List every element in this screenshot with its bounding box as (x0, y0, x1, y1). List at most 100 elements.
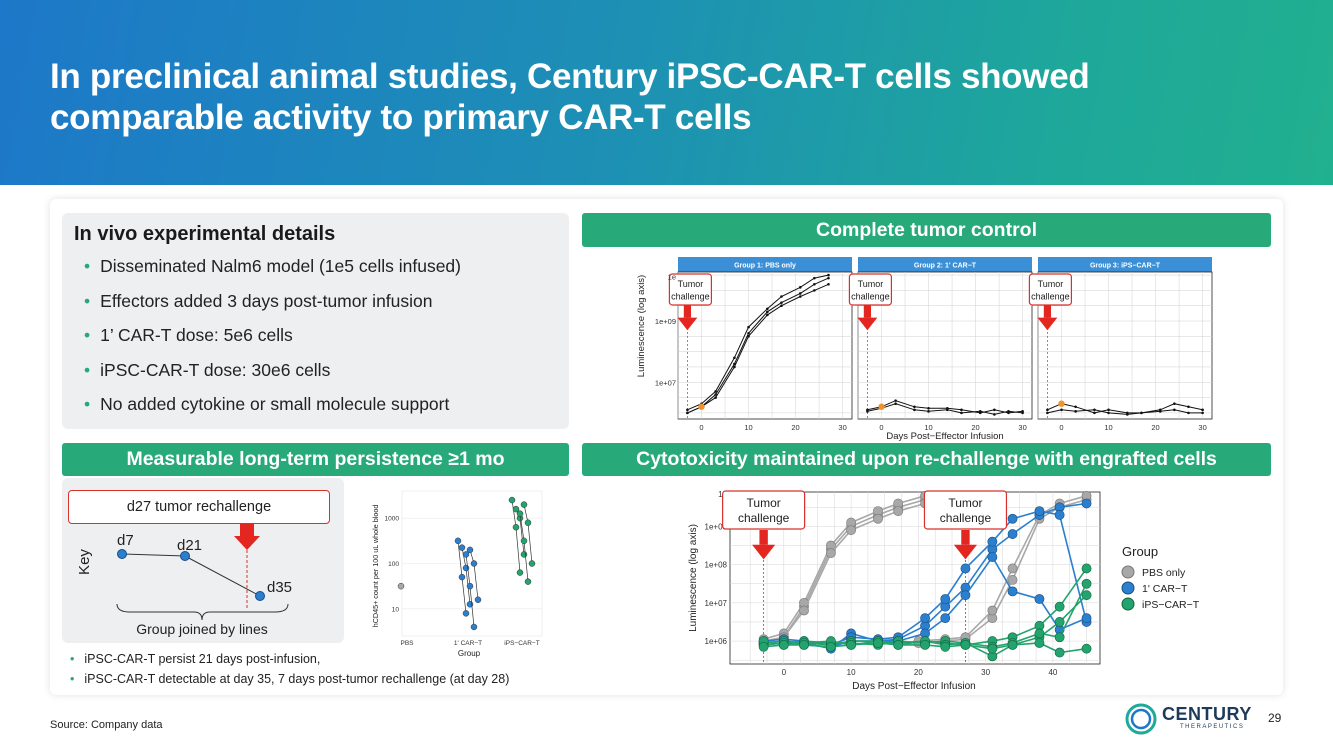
data-point (1007, 575, 1018, 585)
x-tick-label: 30 (1018, 423, 1026, 432)
data-point (1081, 578, 1092, 589)
data-point (1060, 408, 1063, 412)
label-d21: d21 (177, 537, 202, 554)
data-point (987, 536, 998, 547)
data-point (873, 638, 883, 648)
data-point (470, 560, 478, 567)
challenge-arrowhead (953, 544, 978, 560)
data-point (1173, 402, 1176, 405)
y-tick-label: 1e (668, 273, 676, 282)
x-tick-label: 20 (1151, 423, 1159, 432)
challenge-arrow-icon (1043, 305, 1052, 318)
data-point (1054, 647, 1065, 658)
data-point (758, 641, 769, 652)
tumor-challenge-callout (923, 490, 1008, 530)
x-tick-label: 40 (1048, 668, 1057, 677)
data-point (993, 413, 996, 416)
x-tick-label: iPS−CAR−T (504, 640, 539, 647)
data-point (813, 282, 816, 286)
data-point (1107, 408, 1110, 412)
tumor-challenge-label-line1: Tumor (858, 279, 884, 289)
data-point (827, 276, 830, 280)
data-point (780, 295, 783, 298)
data-point (978, 410, 982, 413)
challenge-arrowhead (752, 544, 776, 560)
data-point (1034, 628, 1045, 639)
data-point (940, 641, 951, 652)
tumor-challenge-label-line2: challenge (1031, 291, 1070, 301)
y-tick-label: 1e+07 (705, 599, 728, 608)
data-point (1081, 590, 1092, 601)
key-line-d7-d21 (121, 553, 186, 557)
data-point (913, 408, 916, 412)
x-axis-label: Days Post−Effector Infusion (886, 431, 1003, 442)
list-item: Disseminated Nalm6 model (1e5 cells infu… (84, 249, 461, 284)
x-tick-label: 20 (791, 423, 799, 432)
tumor-challenge-label-line2: challenge (940, 511, 992, 525)
x-tick-label: 0 (782, 668, 787, 677)
data-point (1187, 411, 1190, 415)
effector-infusion-point (698, 403, 705, 410)
list-item: No added cytokine or small molecule supp… (84, 387, 461, 422)
data-point (1007, 513, 1018, 524)
data-point (520, 537, 528, 545)
data-point (1074, 405, 1077, 409)
x-tick-label: 0 (1059, 423, 1063, 432)
challenge-arrowhead (1037, 317, 1058, 331)
key-line-d21-d35 (184, 555, 261, 597)
data-point (747, 325, 750, 329)
page-number: 29 (1268, 711, 1282, 725)
data-point (1007, 563, 1018, 574)
data-point (946, 408, 949, 412)
data-point (1074, 410, 1077, 413)
data-point (826, 548, 836, 559)
key-point-d35 (255, 591, 265, 601)
data-point (714, 396, 717, 399)
data-point (520, 551, 528, 558)
data-point (780, 301, 783, 304)
y-tick-label: 1e+06 (705, 637, 728, 646)
data-point (462, 610, 470, 617)
data-point (846, 639, 856, 650)
page-title: In preclinical animal studies, Century i… (50, 57, 1090, 137)
data-point (1007, 639, 1018, 650)
data-point (960, 639, 971, 650)
data-point (1054, 510, 1065, 520)
data-point (766, 307, 769, 311)
group-brace (116, 603, 289, 621)
data-point (1054, 632, 1065, 643)
data-point (799, 639, 809, 650)
list-item: 1’ CAR-T dose: 5e6 cells (84, 318, 461, 353)
data-point (1140, 411, 1143, 415)
source-note: Source: Company data (50, 719, 163, 731)
key-label: Key (76, 549, 93, 575)
y-tick-label: 1e+09 (705, 522, 728, 531)
data-point (927, 406, 930, 410)
data-point (454, 537, 462, 545)
data-point (466, 582, 474, 590)
data-point (470, 623, 478, 631)
experimental-details-box: In vivo experimental details Disseminate… (62, 213, 569, 429)
data-point (960, 411, 963, 415)
data-point (987, 552, 998, 562)
data-point (798, 295, 802, 298)
data-point (894, 402, 897, 405)
tumor-control-banner: Complete tumor control (582, 213, 1271, 247)
effector-infusion-point (878, 403, 885, 410)
y-tick-label: 1000 (385, 516, 400, 523)
challenge-arrowhead (677, 317, 698, 331)
data-point (987, 643, 998, 654)
tumor-challenge-label-line2: challenge (851, 291, 890, 301)
label-d35: d35 (267, 579, 292, 596)
data-point (462, 551, 470, 558)
data-point (960, 563, 971, 574)
data-point (798, 286, 802, 289)
x-tick-label: 30 (1198, 423, 1206, 432)
data-point (827, 273, 830, 277)
x-tick-label: 10 (924, 423, 932, 432)
y-axis-label: Luminescence (log axis) (636, 275, 647, 377)
data-point (846, 525, 856, 536)
data-point (733, 365, 736, 369)
data-point (913, 405, 916, 409)
cytotoxicity-banner: Cytotoxicity maintained upon re-challeng… (582, 443, 1271, 476)
